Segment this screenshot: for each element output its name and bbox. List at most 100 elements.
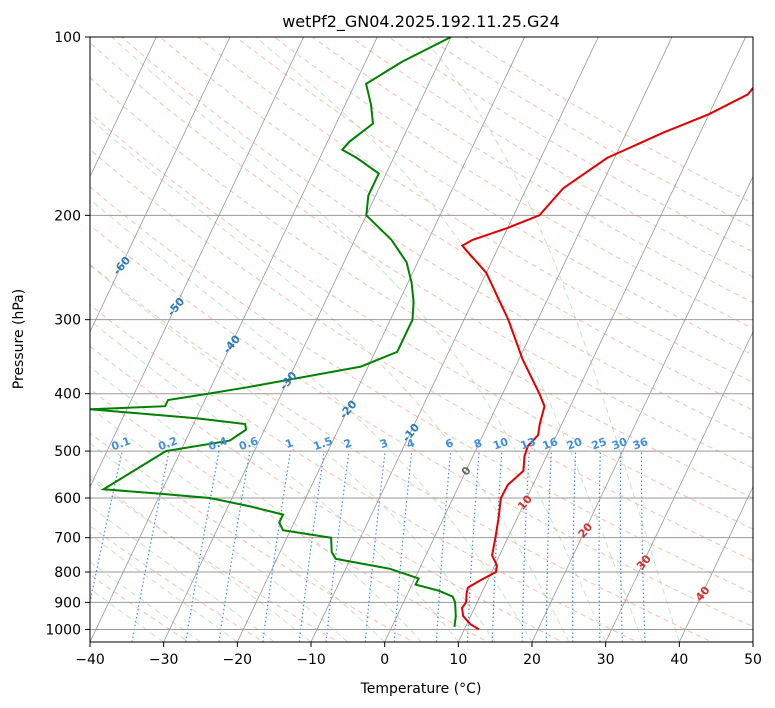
x-tick-label: −40 xyxy=(75,652,105,668)
mixing-ratio-line xyxy=(262,451,292,642)
mixing-ratio-line xyxy=(598,451,601,642)
y-tick-label: 500 xyxy=(54,444,81,460)
mixing-ratio-label: 2 xyxy=(342,436,354,451)
isotherm-line xyxy=(90,37,305,488)
isotherm-line xyxy=(457,37,747,642)
mixing-ratio-line xyxy=(393,451,413,642)
moist-adiabat xyxy=(422,37,680,642)
dry-adiabat xyxy=(464,37,753,205)
isotherm-label: -40 xyxy=(220,332,243,356)
dry-adiabat xyxy=(90,186,753,594)
x-tick-label: 50 xyxy=(744,652,762,668)
isotherm-line xyxy=(310,37,599,642)
dry-adiabat xyxy=(90,432,415,642)
dry-adiabat xyxy=(90,148,753,562)
mixing-ratio-label: 6 xyxy=(444,436,456,451)
moist-adiabat xyxy=(90,366,422,642)
y-tick-label: 400 xyxy=(54,387,81,403)
isotherm-line xyxy=(90,37,378,642)
dry-adiabat xyxy=(197,37,753,383)
mixing-ratio-label: 36 xyxy=(631,435,650,453)
temperature-profile xyxy=(460,86,753,631)
moist-adiabat xyxy=(90,117,570,642)
dry-adiabat xyxy=(426,37,753,229)
mixing-ratio-label: 10 xyxy=(491,435,510,453)
y-tick-label: 200 xyxy=(54,208,81,224)
y-tick-label: 100 xyxy=(54,30,81,46)
isotherm-line xyxy=(90,37,231,333)
dry-adiabat xyxy=(311,37,753,303)
moist-adiabat xyxy=(111,37,607,642)
y-axis-label: Pressure (hPa) xyxy=(11,289,27,389)
dry-adiabat xyxy=(90,478,340,642)
dry-adiabat xyxy=(90,263,713,642)
isotherm-line xyxy=(605,330,753,642)
moist-adiabat xyxy=(255,37,643,642)
profiles xyxy=(90,37,753,631)
moist-adiabat xyxy=(90,198,533,642)
mixing-ratio-label: 0.4 xyxy=(206,434,229,453)
mixing-ratio-label: 20 xyxy=(565,435,584,453)
mixing-ratio-label: 1 xyxy=(283,436,295,451)
chart-title: wetPf2_GN04.2025.192.11.25.G24 xyxy=(282,12,560,32)
x-tick-label: −20 xyxy=(223,652,253,668)
isotherm-line xyxy=(163,37,452,642)
mixing-ratio-line xyxy=(218,451,251,642)
isotherm-label: -80 xyxy=(8,159,31,183)
x-tick-label: 40 xyxy=(670,652,688,668)
isotherm-line xyxy=(531,175,753,642)
mixing-ratio-lines xyxy=(90,450,646,642)
isotherm-line xyxy=(678,485,753,642)
plot-frame xyxy=(89,36,754,643)
x-tick-label: 30 xyxy=(597,652,615,668)
mixing-ratio-label: 0.2 xyxy=(156,434,179,453)
mixing-ratio-line xyxy=(466,451,480,642)
moist-adiabat xyxy=(90,406,386,642)
x-axis-label: Temperature (°C) xyxy=(360,681,482,697)
x-tick-label: −30 xyxy=(149,652,179,668)
dry-adiabat xyxy=(90,224,753,628)
dry-adiabat xyxy=(90,388,489,642)
y-tick-label: 700 xyxy=(54,531,81,547)
moist-adiabat xyxy=(90,561,201,642)
x-tick-label: −10 xyxy=(296,652,326,668)
mixing-ratio-line xyxy=(545,451,552,642)
dry-adiabat xyxy=(388,37,753,253)
isotherm-line xyxy=(236,37,526,642)
mixing-ratio-label: 0.6 xyxy=(237,434,260,453)
pressure-grid xyxy=(90,37,753,630)
isotherm-label: 30 xyxy=(634,552,654,572)
moist-adiabat xyxy=(90,264,496,642)
mixing-ratio-label: 1.5 xyxy=(312,434,335,453)
moist-adiabat xyxy=(90,319,459,642)
mixing-ratio-line xyxy=(325,451,350,642)
mixing-ratio-label: 4 xyxy=(405,436,417,451)
moist-adiabat xyxy=(90,505,275,642)
x-tick-label: 10 xyxy=(449,652,467,668)
mixing-ratio-label: 16 xyxy=(541,435,560,453)
dry-adiabat xyxy=(349,37,753,278)
mixing-ratio-label: 0.1 xyxy=(110,434,133,453)
isotherm-label: 40 xyxy=(693,584,713,604)
dry-adiabat xyxy=(235,37,753,356)
x-tick-label: 20 xyxy=(523,652,541,668)
moist-adiabat xyxy=(90,475,312,642)
mixing-ratio-line xyxy=(364,451,386,642)
moist-adiabats xyxy=(90,37,680,642)
isotherm-label: -20 xyxy=(337,398,360,422)
moist-adiabat xyxy=(90,442,349,642)
mixing-ratio-label: 25 xyxy=(590,435,609,452)
mixing-ratio-line xyxy=(640,451,646,642)
mixing-ratio-label: 13 xyxy=(519,435,538,452)
y-tick-label: 900 xyxy=(54,595,81,611)
x-axis: −40 −30 −20 −10 0 10 20 30 40 50 xyxy=(75,642,762,668)
mixing-ratio-line xyxy=(90,450,123,605)
mixing-ratio-label: 3 xyxy=(378,436,390,451)
dry-adiabat xyxy=(90,112,753,530)
isotherm-label: 10 xyxy=(515,492,535,512)
moist-adiabat xyxy=(90,588,164,642)
mixing-ratio-line xyxy=(619,451,623,642)
dewpoint-profile xyxy=(90,37,457,627)
moist-adiabat xyxy=(90,533,238,642)
